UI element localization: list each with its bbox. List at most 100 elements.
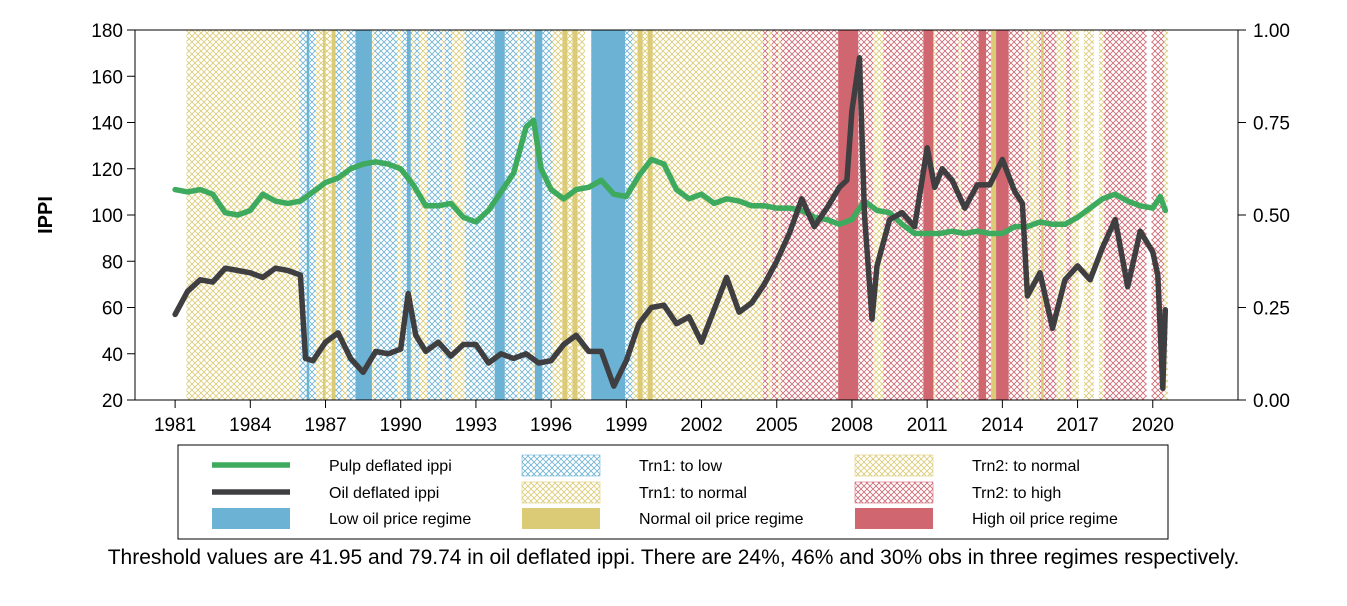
regime-band: [577, 30, 585, 400]
x-tick-label: 2014: [981, 415, 1024, 436]
regime-band: [414, 30, 420, 400]
regime-band: [1098, 30, 1104, 400]
legend-swatch: [521, 454, 601, 477]
regime-band: [517, 30, 520, 400]
regime-band: [534, 30, 543, 400]
regime-band: [396, 30, 402, 400]
regime-band: [444, 30, 453, 400]
regime-band: [642, 30, 648, 400]
legend-label: Pulp deflated ippi: [329, 458, 452, 475]
regime-band: [552, 30, 563, 400]
regime-band: [1164, 30, 1168, 400]
legend-item: High oil price regime: [855, 508, 1118, 529]
regime-band: [625, 30, 633, 400]
regime-band: [335, 30, 342, 400]
regime-band: [978, 30, 987, 400]
regime-band: [325, 30, 332, 400]
legend-label: High oil price regime: [972, 511, 1118, 528]
regime-band: [767, 30, 772, 400]
x-tick-label: 1981: [154, 415, 196, 436]
regime-band: [1083, 30, 1094, 400]
regime-band: [412, 30, 415, 400]
x-tick-label: 2017: [1056, 415, 1098, 436]
y-tick-label: 180: [91, 21, 123, 42]
y2-tick-label: 0.25: [1253, 299, 1290, 320]
regime-band: [647, 30, 653, 400]
regime-band: [1056, 30, 1067, 400]
legend-swatch: [855, 508, 933, 529]
regime-band: [331, 30, 336, 400]
x-tick-label: 2008: [831, 415, 873, 436]
legend-label: Trn1: to normal: [639, 485, 747, 502]
y2-tick-label: 0.50: [1253, 206, 1290, 227]
regime-band: [933, 30, 936, 400]
regime-trn2-to-normal: [767, 30, 1168, 400]
legend-label: Normal oil price regime: [639, 511, 804, 528]
regime-band: [1008, 30, 1024, 400]
legend-label: Low oil price regime: [329, 511, 471, 528]
regime-band: [986, 30, 992, 400]
regime-band: [1028, 30, 1039, 400]
legend-item: Oil deflated ippi: [212, 485, 439, 502]
y-tick-label: 40: [102, 345, 123, 366]
x-tick-label: 1999: [605, 415, 647, 436]
regime-band: [935, 30, 959, 400]
series-lines: [172, 55, 1169, 392]
legend-item: Trn1: to normal: [521, 481, 747, 504]
regime-band: [1066, 30, 1072, 400]
y-tick-label: 140: [91, 114, 123, 135]
regime-band: [762, 30, 768, 400]
regime-band: [771, 30, 778, 400]
regime-band: [777, 30, 781, 400]
regime-band: [442, 30, 445, 400]
y-tick-label: 100: [91, 206, 123, 227]
x-tick-label: 1984: [229, 415, 272, 436]
x-tick-label: 2011: [907, 415, 948, 436]
y2-tick-label: 0.75: [1253, 114, 1290, 135]
legend-swatch: [212, 508, 290, 529]
regime-band: [632, 30, 638, 400]
regime-band: [315, 30, 324, 400]
legend-label: Trn1: to low: [639, 458, 722, 475]
regime-band: [299, 30, 307, 400]
x-tick-label: 1993: [455, 415, 497, 436]
x-tick-label: 1996: [530, 415, 572, 436]
regime-band: [567, 30, 573, 400]
regime-high-oil-price-regime: [838, 30, 1009, 400]
x-tick-label: 2020: [1132, 415, 1174, 436]
regime-band: [494, 30, 505, 400]
y-tick-label: 160: [91, 67, 123, 88]
legend-item: Trn2: to normal: [854, 454, 1080, 477]
oil-series-line: [172, 55, 1169, 392]
legend-box: [177, 444, 1169, 540]
axes: 20 40 60 80 100 120 140 160 180 0.00 0.25 0.50 0.75 1…: [91, 21, 1290, 436]
legend-label: Trn2: to high: [972, 485, 1061, 502]
regime-band: [958, 30, 961, 400]
pulp-series-line: [172, 117, 1169, 237]
y2-tick-label: 1.00: [1253, 21, 1290, 42]
regime-low-oil-price-regime: [306, 30, 626, 400]
regime-band: [309, 30, 316, 400]
regime-band: [519, 30, 533, 400]
regime-band: [542, 30, 553, 400]
legend-label: Oil deflated ippi: [329, 485, 439, 502]
regime-band: [991, 30, 997, 400]
y2-tick-label: 0.00: [1253, 391, 1290, 412]
regime-band: [996, 30, 1009, 400]
regime-band: [374, 30, 397, 400]
legend-item: Pulp deflated ippi: [212, 458, 452, 475]
regime-band: [1103, 30, 1147, 400]
legend-swatch: [522, 508, 600, 529]
regime-band: [323, 30, 326, 400]
x-tick-label: 1987: [304, 415, 346, 436]
legend-swatch: [521, 481, 601, 504]
regime-band: [960, 30, 979, 400]
regime-band: [341, 30, 347, 400]
regime-band: [1071, 30, 1079, 400]
ippi-chart: 20 40 60 80 100 120 140 160 180 0.00 0.25 0.50 0.75 1…: [35, 21, 1290, 540]
regime-band: [873, 30, 884, 400]
regime-band: [1041, 30, 1044, 400]
x-tick-label: 2005: [756, 415, 798, 436]
y-tick-label: 120: [91, 160, 123, 181]
